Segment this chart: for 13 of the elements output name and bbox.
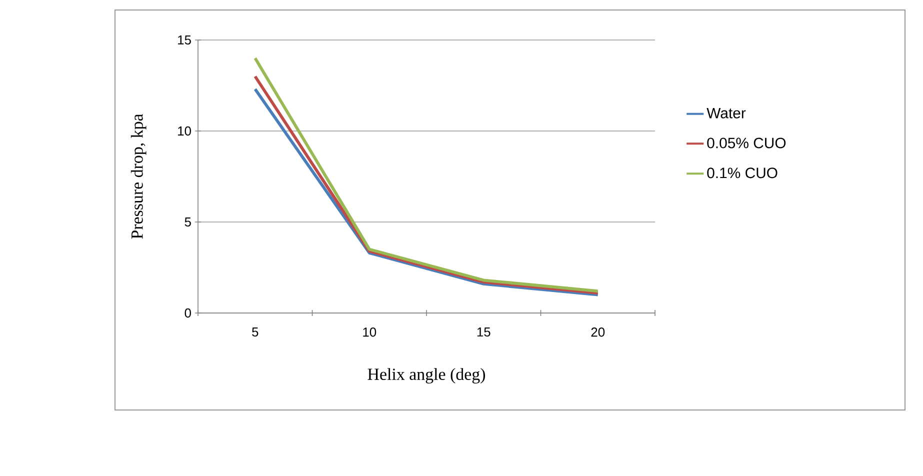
legend-label: 0.1% CUO bbox=[707, 168, 778, 178]
legend-label: 0.05% CUO bbox=[707, 138, 786, 148]
y-tick-label: 0 bbox=[184, 308, 191, 318]
y-axis-title: Pressure drop, kpa bbox=[130, 114, 146, 239]
x-tick-label: 20 bbox=[591, 328, 605, 337]
legend-label: Water bbox=[706, 108, 746, 118]
x-tick-label: 5 bbox=[252, 328, 258, 337]
y-tick-label: 15 bbox=[178, 35, 191, 45]
x-tick-label: 10 bbox=[363, 328, 376, 337]
y-tick-label: 10 bbox=[178, 126, 191, 136]
y-tick-label: 5 bbox=[184, 217, 191, 227]
x-tick-label: 15 bbox=[477, 328, 490, 337]
x-axis-title: Helix angle (deg) bbox=[368, 368, 486, 384]
